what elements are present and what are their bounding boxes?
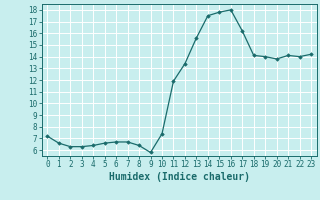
- X-axis label: Humidex (Indice chaleur): Humidex (Indice chaleur): [109, 172, 250, 182]
